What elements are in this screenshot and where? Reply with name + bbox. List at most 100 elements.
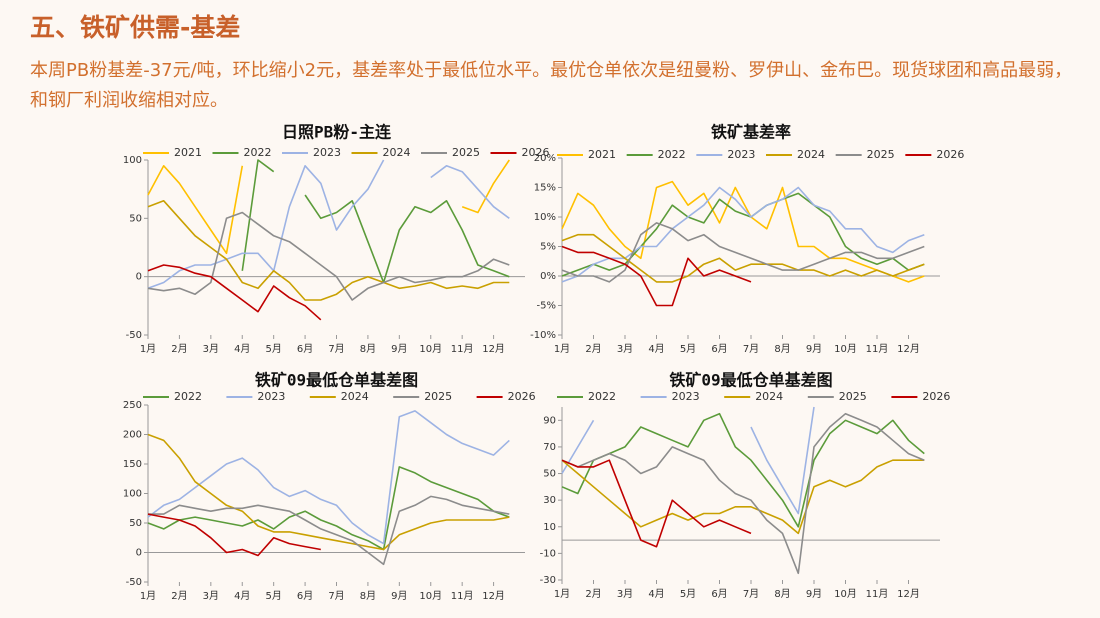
- y-tick-label: 50: [129, 213, 142, 224]
- y-tick-label: 90: [543, 415, 556, 426]
- y-tick-label: 0%: [540, 271, 556, 282]
- chart-title: 铁矿基差率: [711, 123, 791, 142]
- series-line: [148, 495, 510, 566]
- y-tick-label: -30: [540, 575, 556, 586]
- y-tick-label: 30: [543, 495, 556, 506]
- legend-label: 2023: [313, 146, 341, 159]
- legend-label: 2022: [588, 390, 616, 403]
- x-tick-label: 11月: [451, 343, 474, 355]
- x-tick-label: 12月: [897, 343, 920, 355]
- legend-label: 2023: [257, 390, 285, 403]
- legend-label: 2026: [936, 148, 964, 161]
- x-tick-label: 7月: [328, 590, 344, 602]
- y-tick-label: 70: [543, 442, 556, 453]
- x-tick-label: 6月: [711, 588, 727, 600]
- x-tick-label: 6月: [711, 343, 727, 355]
- series-line: [561, 245, 752, 307]
- y-tick-label: 10%: [534, 212, 556, 223]
- series-line: [147, 433, 510, 551]
- x-tick-label: 10月: [419, 590, 442, 602]
- x-tick-label: 11月: [451, 590, 474, 602]
- x-tick-label: 2月: [171, 590, 187, 602]
- y-tick-label: -50: [126, 577, 142, 588]
- x-tick-label: 2月: [171, 343, 187, 355]
- y-tick-label: 0: [136, 272, 142, 283]
- x-tick-label: 5月: [265, 343, 281, 355]
- series-line: [147, 410, 510, 545]
- y-tick-label: -50: [126, 330, 142, 341]
- series-line: [147, 264, 322, 321]
- x-tick-label: 3月: [203, 590, 219, 602]
- series-line: [561, 459, 752, 548]
- x-tick-label: 3月: [203, 343, 219, 355]
- x-tick-label: 12月: [482, 343, 505, 355]
- y-tick-label: -10: [540, 548, 556, 559]
- series-line: [561, 222, 925, 283]
- series-line: [561, 186, 925, 283]
- x-tick-label: 2月: [585, 343, 601, 355]
- legend-label: 2023: [727, 148, 755, 161]
- legend-label: 2024: [341, 390, 369, 403]
- y-tick-label: 5%: [540, 242, 556, 253]
- x-tick-label: 9月: [806, 343, 822, 355]
- x-tick-label: 1月: [140, 590, 156, 602]
- series-line: [561, 192, 925, 277]
- legend-label: 2025: [424, 390, 452, 403]
- x-tick-label: 5月: [265, 590, 281, 602]
- legend-label: 2024: [755, 390, 783, 403]
- y-tick-label: 15%: [534, 183, 556, 194]
- slide-title: 五、铁矿供需-基差: [30, 13, 241, 42]
- y-tick-label: 250: [123, 400, 142, 411]
- x-tick-label: 10月: [834, 588, 857, 600]
- y-tick-label: 20%: [534, 153, 556, 164]
- y-tick-label: -10%: [530, 330, 556, 341]
- series-line: [561, 180, 925, 283]
- y-tick-label: 50: [543, 469, 556, 480]
- x-tick-label: 1月: [554, 343, 570, 355]
- slide-text: 本周PB粉基差-37元/吨，环比缩小2元，基差率处于最低位水平。最优仓单依次是纽…: [30, 60, 1073, 111]
- chart-title: 铁矿09最低仓单基差图: [669, 371, 832, 390]
- y-tick-label: 50: [129, 518, 142, 529]
- legend-label: 2025: [867, 148, 895, 161]
- chart-title: 铁矿09最低仓单基差图: [255, 371, 418, 390]
- series-line: [147, 200, 510, 301]
- legend-label: 2022: [174, 390, 202, 403]
- legend-label: 2021: [588, 148, 616, 161]
- x-tick-label: 4月: [234, 590, 250, 602]
- series-line: [147, 159, 510, 290]
- x-tick-label: 3月: [617, 343, 633, 355]
- x-tick-label: 1月: [554, 588, 570, 600]
- legend-label: 2024: [797, 148, 825, 161]
- x-tick-label: 1月: [140, 343, 156, 355]
- x-tick-label: 2月: [585, 588, 601, 600]
- x-tick-label: 6月: [297, 343, 313, 355]
- x-tick-label: 9月: [806, 588, 822, 600]
- series-line: [147, 513, 321, 557]
- legend-label: 2022: [244, 146, 272, 159]
- x-tick-label: 4月: [234, 343, 250, 355]
- x-tick-label: 12月: [897, 588, 920, 600]
- x-tick-label: 11月: [866, 588, 889, 600]
- legend-label: 2025: [452, 146, 480, 159]
- legend-label: 2024: [383, 146, 411, 159]
- y-tick-label: -5%: [537, 301, 556, 312]
- y-tick-label: 100: [123, 155, 142, 166]
- y-tick-label: 200: [123, 430, 142, 441]
- series-line: [561, 412, 925, 575]
- x-tick-label: 11月: [866, 343, 889, 355]
- legend-label: 2026: [508, 390, 536, 403]
- x-tick-label: 10月: [419, 343, 442, 355]
- series-line: [561, 459, 925, 535]
- y-tick-label: 0: [136, 548, 142, 559]
- legend-label: 2025: [839, 390, 867, 403]
- x-tick-label: 10月: [834, 343, 857, 355]
- x-tick-label: 5月: [680, 588, 696, 600]
- series-line: [147, 466, 510, 551]
- x-tick-label: 8月: [360, 343, 376, 355]
- legend-label: 2026: [922, 390, 950, 403]
- series-line: [561, 406, 815, 515]
- x-tick-label: 5月: [680, 343, 696, 355]
- legend-label: 2022: [658, 148, 686, 161]
